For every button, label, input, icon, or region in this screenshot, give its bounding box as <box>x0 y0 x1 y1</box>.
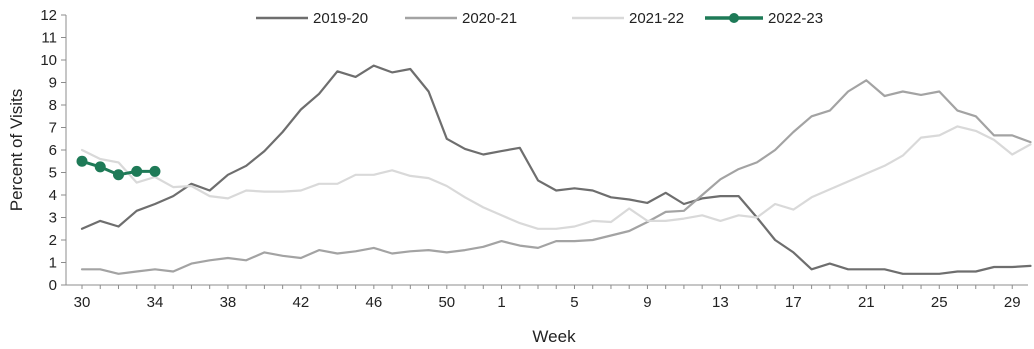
y-tick-label: 7 <box>49 120 57 137</box>
y-tick-label: 9 <box>49 75 57 92</box>
chart-legend: 2019-20 2020-21 2021-22 2022-23 <box>256 10 823 27</box>
x-tick-label: 5 <box>570 294 578 311</box>
x-tick-label: 25 <box>931 294 948 311</box>
data-point-2022-23 <box>76 155 88 167</box>
data-point-2022-23 <box>112 169 124 181</box>
x-tick-label: 13 <box>712 294 729 311</box>
data-point-2022-23 <box>94 161 106 173</box>
y-tick-label: 1 <box>49 255 57 272</box>
y-tick-label: 11 <box>41 30 57 47</box>
y-tick-label: 0 <box>49 277 57 294</box>
legend-item-2019-20: 2019-20 <box>256 10 368 27</box>
legend-label: 2021-22 <box>629 10 684 27</box>
legend-marker <box>729 13 739 23</box>
x-tick-label: 9 <box>643 294 651 311</box>
y-tick-label: 10 <box>40 52 57 69</box>
x-tick-label: 42 <box>293 294 310 311</box>
y-tick-label: 4 <box>49 187 57 204</box>
legend-label: 2022-23 <box>768 10 823 27</box>
x-tick-label: 46 <box>365 294 382 311</box>
series-line-2020-21 <box>80 79 1032 275</box>
x-axis: 30 34 38 42 46 50 1 5 9 13 17 21 25 29 <box>66 284 1028 311</box>
y-tick-label: 5 <box>49 165 57 182</box>
x-tick-label: 50 <box>438 294 455 311</box>
x-tick-label: 29 <box>1004 294 1021 311</box>
series-line-2021-22 <box>80 125 1032 230</box>
x-tick-label: 38 <box>220 294 237 311</box>
x-tick-label: 30 <box>74 294 91 311</box>
legend-label: 2020-21 <box>462 10 517 27</box>
y-tick-label: 2 <box>49 232 57 249</box>
x-tick-label: 1 <box>497 294 505 311</box>
legend-item-2021-22: 2021-22 <box>572 10 684 27</box>
y-tick-label: 6 <box>49 142 57 159</box>
legend-item-2022-23: 2022-23 <box>705 10 823 27</box>
x-tick-label: 34 <box>147 294 164 311</box>
legend-item-2020-21: 2020-21 <box>405 10 517 27</box>
y-axis-title: Percent of Visits <box>7 89 26 212</box>
x-tick-label: 17 <box>785 294 802 311</box>
series-layer <box>76 64 1032 275</box>
x-tick-label: 21 <box>858 294 875 311</box>
data-point-2022-23 <box>149 165 161 177</box>
y-tick-label: 8 <box>49 97 57 114</box>
data-point-2022-23 <box>131 165 143 177</box>
series-line-2019-20 <box>80 64 1032 275</box>
legend-label: 2019-20 <box>313 10 368 27</box>
y-tick-label: 12 <box>40 7 57 24</box>
y-tick-label: 3 <box>49 210 57 227</box>
x-axis-title: Week <box>532 327 576 346</box>
